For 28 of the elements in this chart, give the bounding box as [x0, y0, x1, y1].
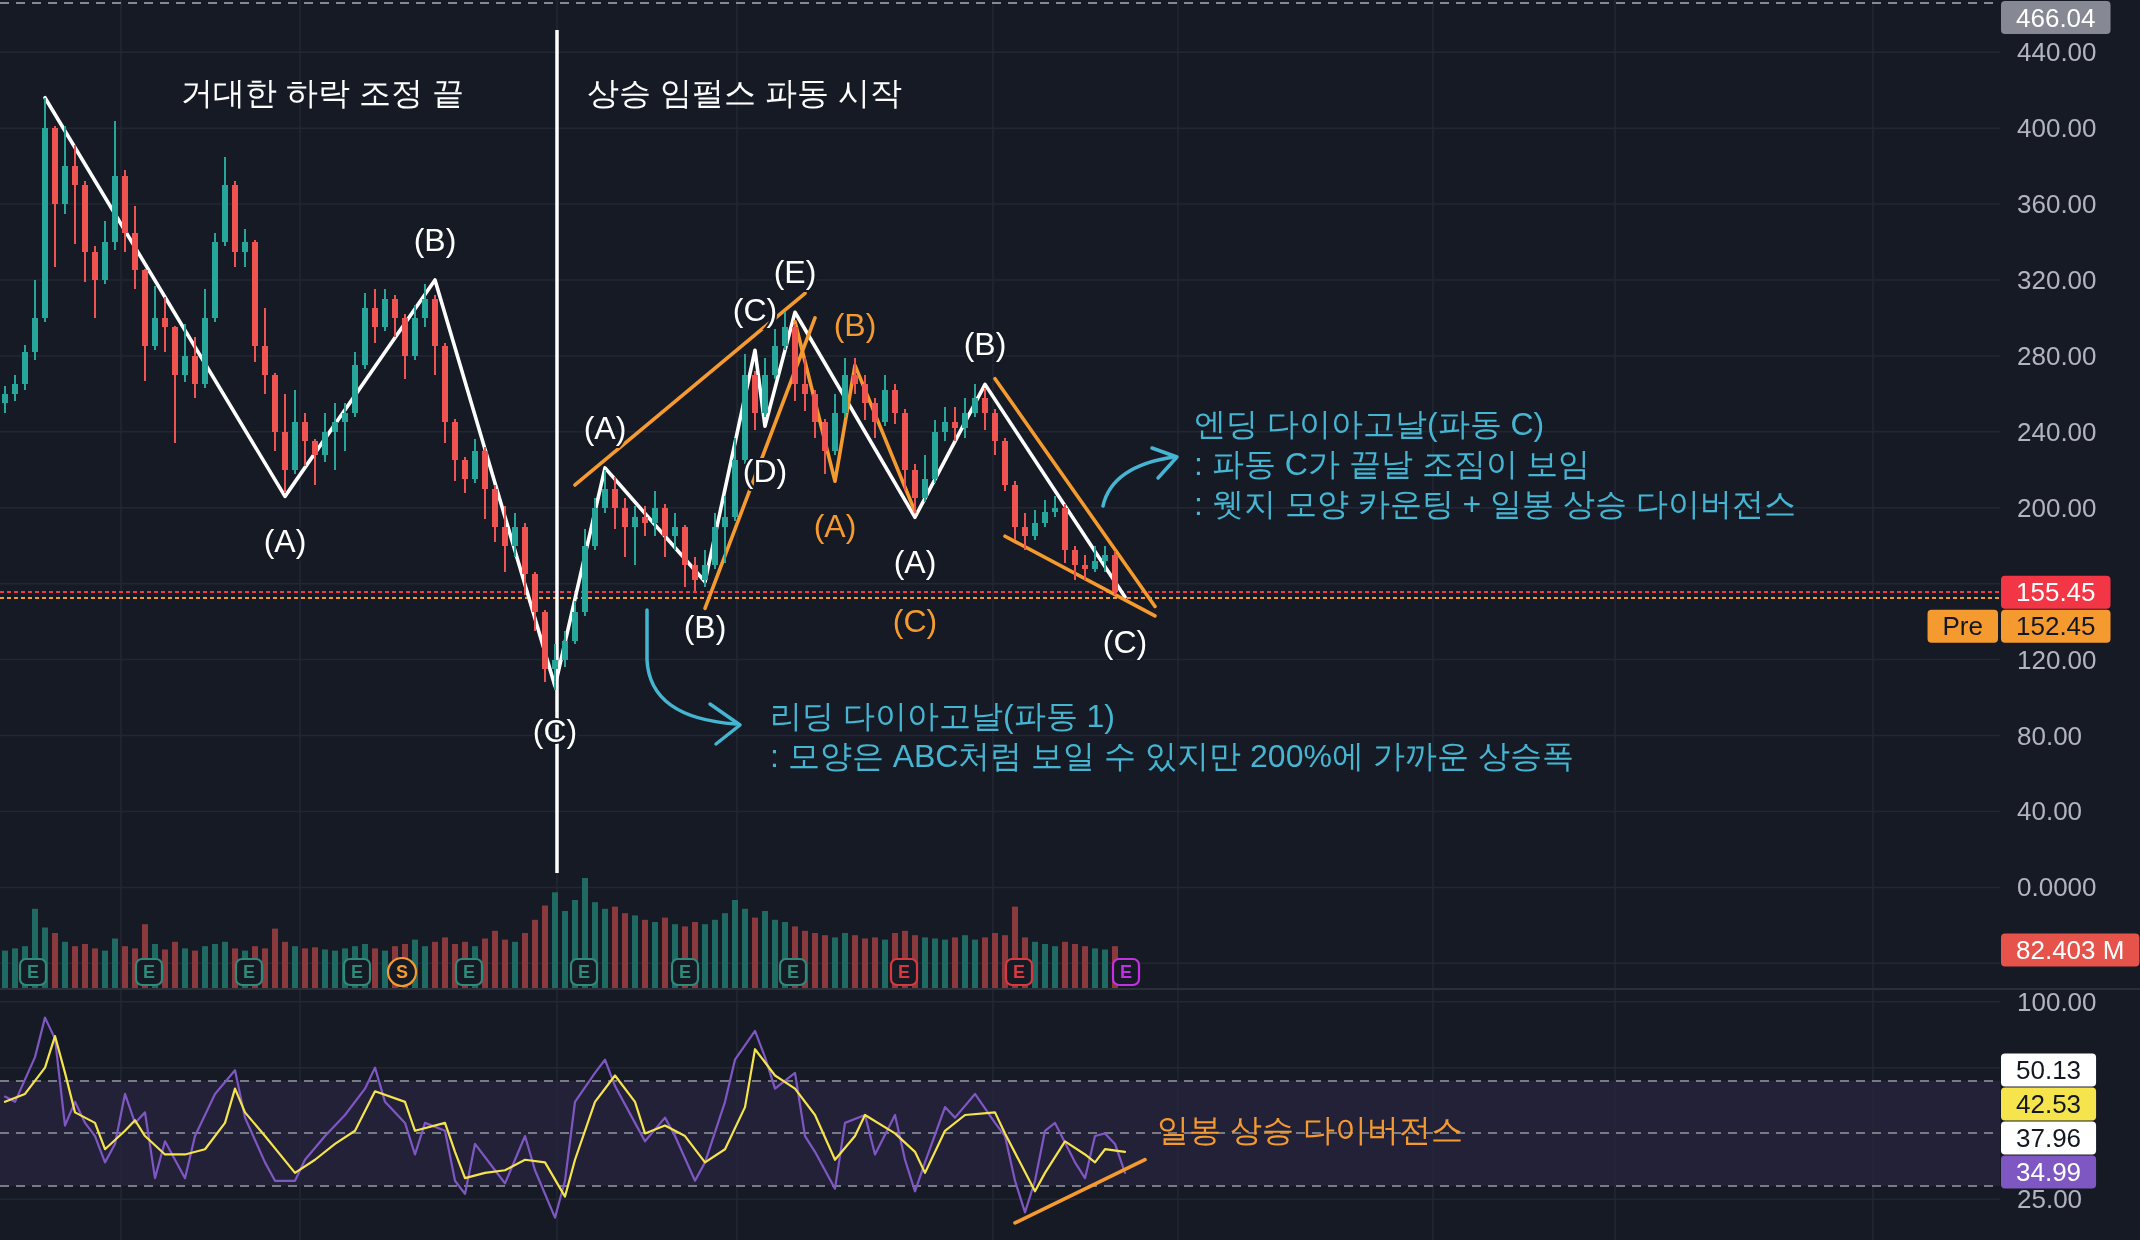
legend-label: 152.45: [2016, 611, 2096, 642]
annotation: E: [1012, 962, 1026, 982]
annotation: S: [395, 962, 409, 982]
y-tick-label: 440.00: [2017, 37, 2097, 68]
ref-line-label: 466.04: [2016, 2, 2096, 33]
ref-line-label: 155.45: [2016, 577, 2096, 608]
y-tick-label: 240.00: [2017, 416, 2097, 447]
annotation: E: [350, 962, 364, 982]
y-tick-label: 320.00: [2017, 264, 2097, 295]
annotation: E: [242, 962, 256, 982]
annotation: E: [26, 962, 40, 982]
annotation: E: [897, 962, 911, 982]
annotation: E: [142, 962, 156, 982]
y-tick-label: 80.00: [2017, 720, 2083, 751]
annotation: E: [786, 962, 800, 982]
y-tick-label: 200.00: [2017, 492, 2097, 523]
annotation: E: [678, 962, 692, 982]
annotation: Pre: [1942, 611, 1983, 642]
annotation: E: [1119, 962, 1133, 982]
y-tick-label: 100.00: [2017, 986, 2097, 1017]
y-tick-label: 360.00: [2017, 189, 2097, 220]
annotation: E: [462, 962, 476, 982]
y-tick-label: 40.00: [2017, 796, 2083, 827]
y-tick-label: 280.00: [2017, 340, 2097, 371]
annotation: E: [577, 962, 591, 982]
y-tick-label: 120.00: [2017, 644, 2097, 675]
y-tick-label: 0.0000: [2017, 872, 2097, 903]
y-tick-label: 400.00: [2017, 113, 2097, 144]
